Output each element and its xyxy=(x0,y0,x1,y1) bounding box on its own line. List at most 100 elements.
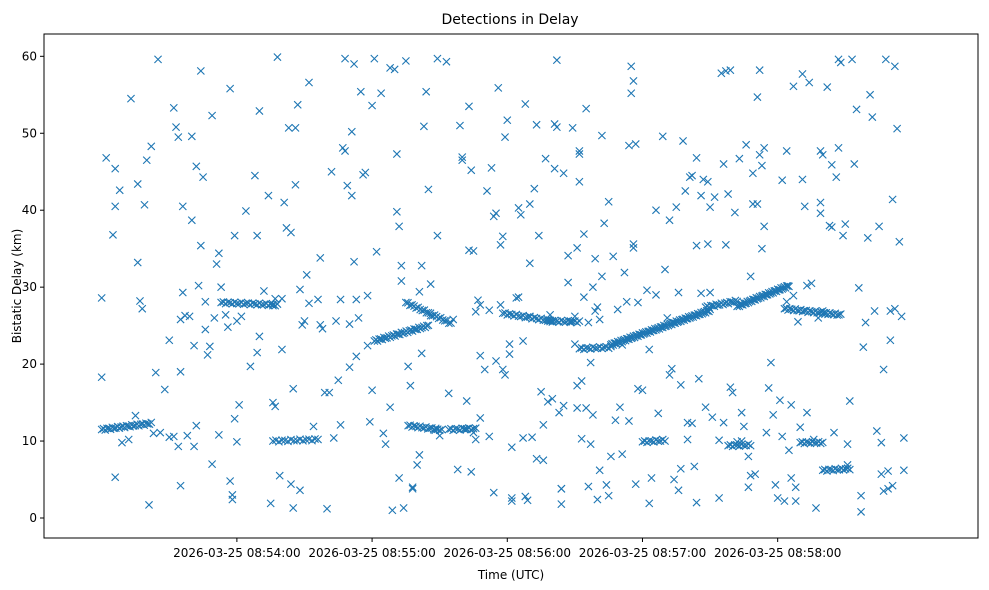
data-point xyxy=(458,156,467,165)
data-point xyxy=(652,290,660,299)
data-point xyxy=(766,358,775,367)
data-point xyxy=(643,286,651,295)
data-point xyxy=(291,123,300,132)
data-point xyxy=(289,436,298,445)
data-point xyxy=(305,78,313,87)
data-point xyxy=(460,425,469,434)
data-point xyxy=(805,78,814,87)
data-point xyxy=(866,90,875,99)
data-point xyxy=(604,197,613,206)
data-point xyxy=(289,384,298,393)
data-point xyxy=(708,413,717,422)
data-point xyxy=(895,237,904,246)
data-point xyxy=(692,241,701,250)
data-point xyxy=(663,313,672,322)
data-point xyxy=(217,283,226,292)
data-point xyxy=(793,317,802,326)
data-point xyxy=(201,325,210,334)
data-point xyxy=(467,425,476,434)
data-point xyxy=(489,488,498,497)
data-point xyxy=(169,103,178,112)
data-point xyxy=(176,367,185,376)
data-point xyxy=(404,362,413,371)
data-point xyxy=(751,470,760,479)
data-point xyxy=(410,324,419,333)
data-point xyxy=(194,281,203,290)
data-point xyxy=(507,497,516,506)
data-point xyxy=(516,210,525,219)
data-point xyxy=(126,94,135,103)
data-point xyxy=(539,456,548,465)
data-point xyxy=(138,304,147,313)
data-point xyxy=(753,93,762,102)
data-point xyxy=(392,207,401,216)
data-point xyxy=(248,299,257,308)
data-point xyxy=(593,303,602,312)
data-point xyxy=(604,491,613,500)
data-point xyxy=(833,465,842,474)
data-point xyxy=(469,424,478,433)
data-point xyxy=(165,336,174,345)
data-point xyxy=(221,310,230,319)
data-point xyxy=(435,426,444,435)
data-point xyxy=(735,154,744,163)
data-point xyxy=(405,326,414,335)
data-point xyxy=(487,163,496,172)
data-point xyxy=(415,450,424,459)
data-point xyxy=(739,441,748,450)
data-point xyxy=(834,143,843,152)
data-point xyxy=(591,254,600,263)
data-point xyxy=(742,140,751,149)
data-point xyxy=(755,66,764,75)
x-axis-label: Time (UTC) xyxy=(477,568,544,582)
data-point xyxy=(140,200,149,209)
data-point xyxy=(253,231,262,240)
plot-area-frame xyxy=(43,33,979,539)
data-point xyxy=(730,208,739,217)
data-point xyxy=(692,153,701,162)
data-point xyxy=(395,473,404,482)
data-point xyxy=(532,120,541,129)
data-point xyxy=(550,164,559,173)
data-point xyxy=(498,365,507,374)
data-point xyxy=(748,169,757,178)
x-tick-label: 2026-03-25 08:56:00 xyxy=(444,546,571,560)
data-point xyxy=(325,388,334,397)
data-point xyxy=(347,191,356,200)
data-point xyxy=(142,156,151,165)
data-point xyxy=(160,385,169,394)
data-point xyxy=(703,177,712,186)
data-point xyxy=(816,198,825,207)
data-point xyxy=(271,402,280,411)
data-point xyxy=(377,89,386,98)
data-point xyxy=(277,294,286,303)
data-point xyxy=(775,396,784,405)
data-point xyxy=(446,319,455,328)
data-point xyxy=(746,441,755,450)
data-point xyxy=(379,333,388,342)
data-point xyxy=(559,169,568,178)
data-point xyxy=(514,293,523,302)
data-point xyxy=(631,480,640,489)
data-point xyxy=(399,504,408,512)
data-point xyxy=(525,259,534,268)
data-point xyxy=(375,335,384,344)
data-point xyxy=(354,313,363,322)
data-point xyxy=(586,440,595,449)
data-point xyxy=(273,300,282,309)
data-point xyxy=(638,386,647,395)
data-point xyxy=(467,467,476,476)
data-point xyxy=(566,318,575,327)
data-point xyxy=(557,316,566,325)
data-point xyxy=(458,424,467,433)
data-point xyxy=(760,143,769,152)
data-point xyxy=(688,419,697,428)
data-point xyxy=(361,168,370,177)
data-point xyxy=(433,54,442,63)
data-point xyxy=(699,175,708,184)
data-point xyxy=(744,452,753,461)
data-point xyxy=(624,417,633,426)
data-point xyxy=(196,66,205,75)
data-point xyxy=(688,171,697,180)
data-point xyxy=(316,253,325,262)
